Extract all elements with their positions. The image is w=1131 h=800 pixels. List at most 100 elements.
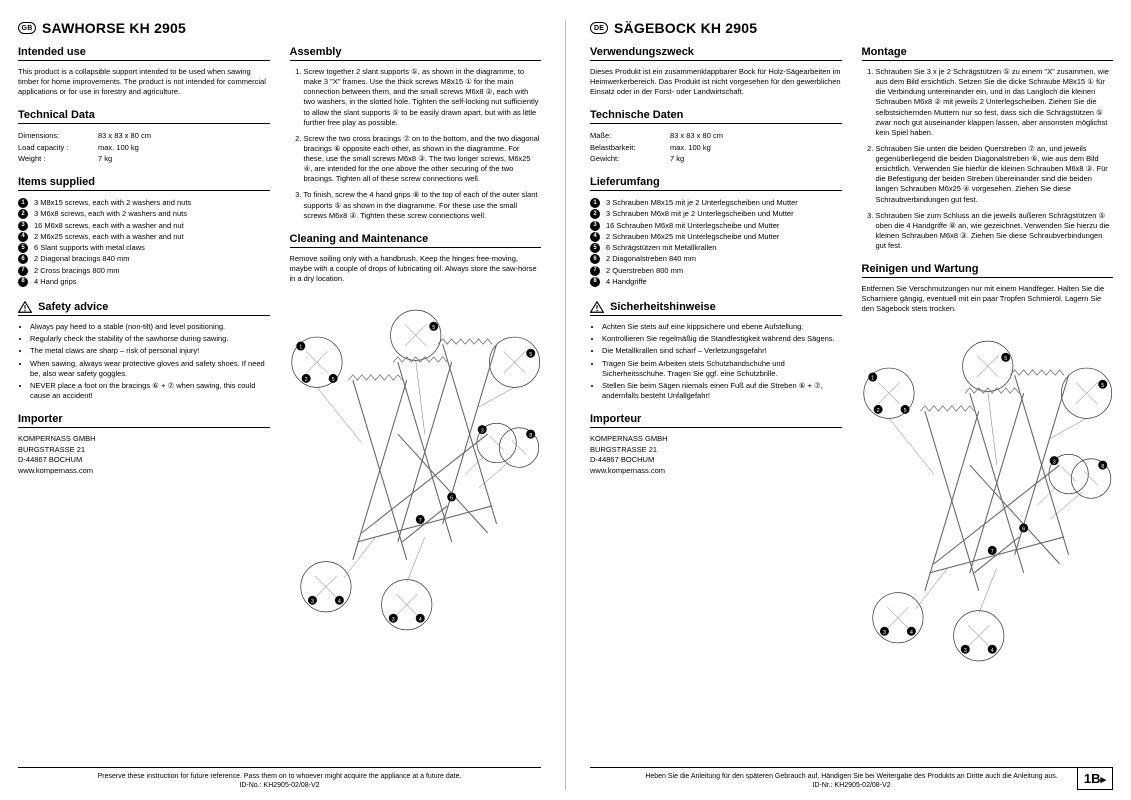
tech-label: Gewicht: [590,153,670,164]
heading-technical-gb: Technical Data [18,109,270,124]
item-text: 2 Cross bracings 800 mm [34,265,119,276]
svg-text:2: 2 [304,377,307,383]
heading-intended-use-gb: Intended use [18,46,270,61]
svg-text:5: 5 [331,377,334,383]
supplied-item: 56 Schrägstützen mit Metallkrallen [590,242,842,253]
item-text: 16 M6x8 screws, each with a washer and n… [34,220,184,231]
heading-safety-de: Sicherheitshinweise [590,301,842,316]
supplied-item: 2 3 M6x8 screws, each with 2 washers and … [18,208,270,219]
svg-text:4: 4 [418,617,421,623]
page-de: DE SÄGEBOCK KH 2905 Verwendungszweck Die… [590,20,1113,790]
supplied-item: 7 2 Cross bracings 800 mm [18,265,270,276]
heading-assembly-de: Montage [862,46,1114,61]
svg-text:4: 4 [990,647,993,653]
item-number-icon: 7 [590,266,600,276]
item-number-icon: 1 [590,198,600,208]
svg-text:1: 1 [871,375,874,381]
assembly-diagram-gb: 1 2 5 5 5 3 8 6 7 3 4 3 4 [290,290,542,650]
footer-line2-de: ID-Nr.: KH2905-02/08-V2 [590,781,1113,790]
item-number-icon: 6 [590,254,600,264]
page-inner-de: Verwendungszweck Dieses Produkt ist ein … [590,46,1113,759]
item-number-icon: 8 [590,277,600,287]
safety-heading-text-gb: Safety advice [38,301,108,313]
title-text-de: SÄGEBOCK KH 2905 [614,20,757,36]
item-text: 3 Schrauben M8x15 mit je 2 Unterlegschei… [606,197,798,208]
safety-bullet: Regularly check the stability of the saw… [30,334,270,344]
item-text: 2 Schrauben M6x25 mit Unterlegscheibe un… [606,231,779,242]
address-line: BURGSTRASSE 21 [590,445,842,456]
lang-badge-de: DE [590,22,608,34]
footer-gb: Preserve these instruction for future re… [18,767,541,790]
tech-value: 83 x 83 x 80 cm [670,130,723,141]
tech-label: Dimensions: [18,130,98,141]
safety-bullet: Tragen Sie beim Arbeiten stets Schutzhan… [602,359,842,379]
svg-text:8: 8 [1101,463,1104,469]
footer-line1-gb: Preserve these instruction for future re… [18,772,541,781]
assembly-step: Screw together 2 slant supports ⑤, as sh… [304,67,542,128]
item-number-icon: 3 [590,221,600,231]
svg-text:3: 3 [882,629,885,635]
supplied-item: 84 Hand grips [18,276,270,287]
main-title-de: DE SÄGEBOCK KH 2905 [590,20,1113,36]
supplied-item: 62 Diagonal bracings 840 mm [18,253,270,264]
tech-row: Load capacity :max. 100 kg [18,142,270,153]
heading-items-gb: Items supplied [18,176,270,191]
supplied-item: 3 16 Schrauben M6x8 mit Unterlegscheibe u… [590,220,842,231]
item-text: 4 Handgriffe [606,276,647,287]
item-number-icon: 2 [18,209,28,219]
address-line: D-44867 BOCHUM [18,455,270,466]
item-text: 16 Schrauben M6x8 mit Unterlegscheibe un… [606,220,779,231]
svg-text:5: 5 [529,352,532,358]
address-line: www.kompernass.com [590,466,842,477]
assembly-steps-de: Schrauben Sie 3 x je 2 Schrägstützen ⑤ z… [862,67,1114,251]
safety-bullet: Stellen Sie beim Sägen niemals einen Fuß… [602,381,842,401]
items-list-gb: 13 M8x15 screws, each with 2 washers and… [18,197,270,287]
safety-heading-text-de: Sicherheitshinweise [610,301,716,313]
item-text: 3 Schrauben M6x8 mit je 2 Unterlegscheib… [606,208,794,219]
item-text: 3 M6x8 screws, each with 2 washers and n… [34,208,187,219]
importer-address-de: KOMPERNASS GMBHBURGSTRASSE 21D-44867 BOC… [590,434,842,476]
col-left-gb: Intended use This product is a collapsib… [18,46,270,759]
safety-bullet: NEVER place a foot on the bracings ⑥ + ⑦… [30,381,270,401]
assembly-diagram-de: 1 2 5 5 5 3 8 6 7 3 4 3 4 [862,321,1114,681]
svg-text:6: 6 [1022,526,1025,532]
item-number-icon: 8 [18,277,28,287]
heading-safety-gb: Safety advice [18,301,270,316]
heading-intended-use-de: Verwendungszweck [590,46,842,61]
assembly-step: Screw the two cross bracings ⑦ on to the… [304,134,542,185]
item-number-icon: 6 [18,254,28,264]
item-text: 3 M8x15 screws, each with 2 washers and … [34,197,191,208]
item-text: 6 Slant supports with metal claws [34,242,145,253]
supplied-item: 72 Querstreben 800 mm [590,265,842,276]
safety-bullet: Achten Sie stets auf eine kippsichere un… [602,322,842,332]
tech-label: Load capacity : [18,142,98,153]
col-left-de: Verwendungszweck Dieses Produkt ist ein … [590,46,842,759]
safety-bullet: Kontrollieren Sie regelmäßig die Standfe… [602,334,842,344]
text-cleaning-gb: Remove soiling only with a handbrush. Ke… [290,254,542,284]
page-number-text: 1B [1084,771,1101,786]
item-number-icon: 7 [18,266,28,276]
address-line: BURGSTRASSE 21 [18,445,270,456]
sawhorse-diagram-svg: 1 2 5 5 5 3 8 6 7 3 4 3 4 [862,321,1114,681]
svg-text:3: 3 [480,428,483,434]
supplied-item: 42 M6x25 screws, each with a washer and … [18,231,270,242]
page-container: GB SAWHORSE KH 2905 Intended use This pr… [18,20,1113,790]
tech-value: 83 x 83 x 80 cm [98,130,151,141]
item-number-icon: 4 [18,232,28,242]
address-line: KOMPERNASS GMBH [590,434,842,445]
tech-label: Weight : [18,153,98,164]
address-line: D-44867 BOCHUM [590,455,842,466]
heading-cleaning-de: Reinigen und Wartung [862,263,1114,278]
assembly-step: Schrauben Sie unten die beiden Querstreb… [876,144,1114,205]
svg-text:5: 5 [1004,355,1007,361]
heading-assembly-gb: Assembly [290,46,542,61]
text-cleaning-de: Entfernen Sie Verschmutzungen nur mit ei… [862,284,1114,314]
page-inner-gb: Intended use This product is a collapsib… [18,46,541,759]
tech-label: Belastbarkeit: [590,142,670,153]
text-intended-use-de: Dieses Produkt ist ein zusammenklappbare… [590,67,842,97]
svg-text:8: 8 [529,433,532,439]
heading-importer-de: Importeur [590,413,842,428]
sawhorse-diagram-svg: 1 2 5 5 5 3 8 6 7 3 4 3 4 [290,290,542,650]
item-text: 2 Diagonalstreben 840 mm [606,253,696,264]
svg-text:3: 3 [1052,459,1055,465]
